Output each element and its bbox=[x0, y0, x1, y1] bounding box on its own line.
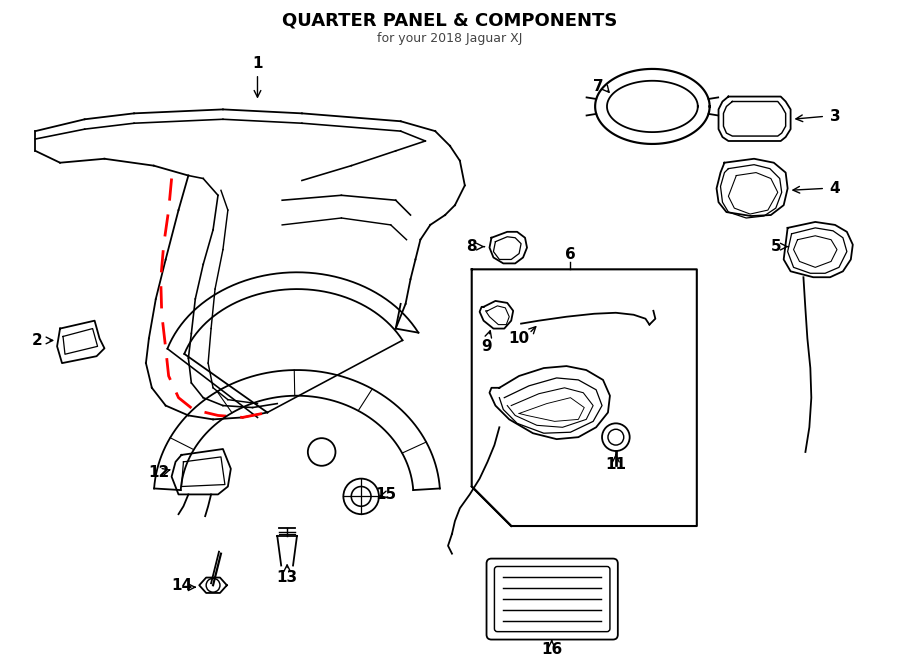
Text: 3: 3 bbox=[830, 109, 841, 124]
Text: 12: 12 bbox=[148, 465, 169, 480]
Text: QUARTER PANEL & COMPONENTS: QUARTER PANEL & COMPONENTS bbox=[283, 11, 617, 30]
Text: 5: 5 bbox=[770, 239, 781, 254]
Text: 9: 9 bbox=[482, 339, 491, 354]
Text: 14: 14 bbox=[171, 578, 192, 593]
Text: 13: 13 bbox=[276, 570, 298, 585]
Text: 8: 8 bbox=[466, 239, 477, 254]
Text: 1: 1 bbox=[252, 56, 263, 71]
Text: for your 2018 Jaguar XJ: for your 2018 Jaguar XJ bbox=[377, 32, 523, 45]
Text: 6: 6 bbox=[565, 247, 576, 262]
Text: 4: 4 bbox=[830, 181, 841, 196]
Text: 10: 10 bbox=[508, 331, 530, 346]
Text: 2: 2 bbox=[32, 333, 42, 348]
Text: 16: 16 bbox=[541, 642, 562, 657]
Text: 15: 15 bbox=[375, 487, 396, 502]
Text: 11: 11 bbox=[606, 457, 626, 473]
Text: 7: 7 bbox=[593, 79, 603, 95]
